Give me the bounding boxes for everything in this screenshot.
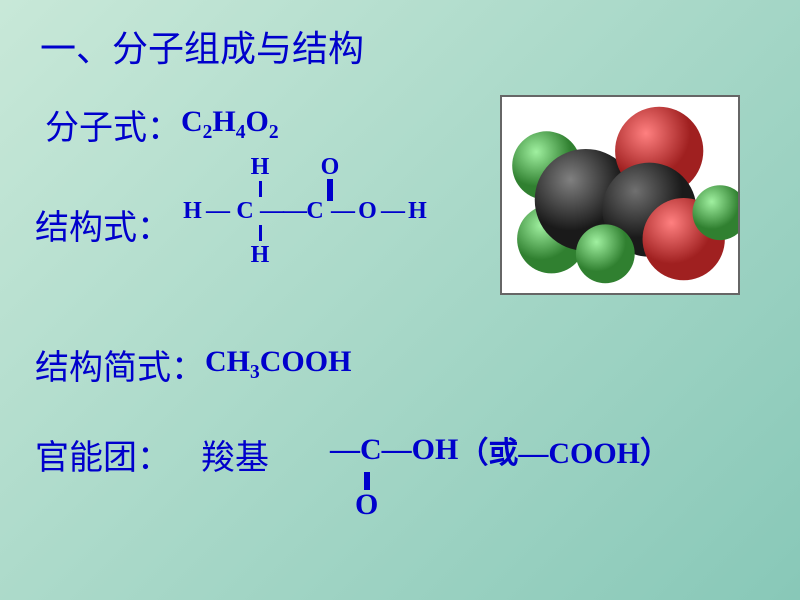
struct-h-right: H [405,199,430,223]
formula-h: H [212,105,235,138]
struct-c1: C [230,199,260,223]
struct-c2: C [300,199,330,223]
structural-formula: H O H — C —— C — O — H H [180,155,430,267]
struct-label: 结构式： [35,200,171,249]
condensed-value: CH3COOH [205,345,351,384]
struct-o-top: O [315,155,345,179]
page-title: 一、分子组成与结构 [40,20,364,72]
molecule-3d-image [500,95,740,295]
struct-h-left: H [180,199,205,223]
formula-sub4: 4 [236,122,246,143]
func-o-bottom: O [355,490,378,520]
formula-row: 分子式： C2H4O2 [45,100,279,149]
condensed-row: 结构简式： CH3COOH [35,340,351,389]
formula-sub2b: 2 [269,122,279,143]
condensed-cooh: COOH [260,345,352,378]
condensed-ch: CH [205,345,250,378]
condensed-sub3: 3 [250,362,260,383]
func-alt-text: （或—COOH） [458,428,670,472]
formula-sub2: 2 [203,122,213,143]
func-name: 羧基 [201,430,269,479]
func-structure: —C—OH （或—COOH） O [330,428,670,520]
formula-label: 分子式： [45,100,181,149]
struct-o-right: O [355,199,380,223]
bond-v2 [259,225,262,241]
formula-o: O [246,105,269,138]
struct-h-top: H [245,155,275,179]
bond-v1 [259,181,262,197]
formula-c: C [181,105,203,138]
func-label: 官能团： [35,430,171,479]
func-row: 官能团： 羧基 [35,430,269,479]
struct-h-bottom: H [245,243,275,267]
formula-value: C2H4O2 [181,105,279,144]
struct-row: 结构式： [35,200,171,249]
atom-h3 [576,224,635,283]
condensed-label: 结构简式： [35,340,205,389]
molecule-svg [502,97,738,293]
